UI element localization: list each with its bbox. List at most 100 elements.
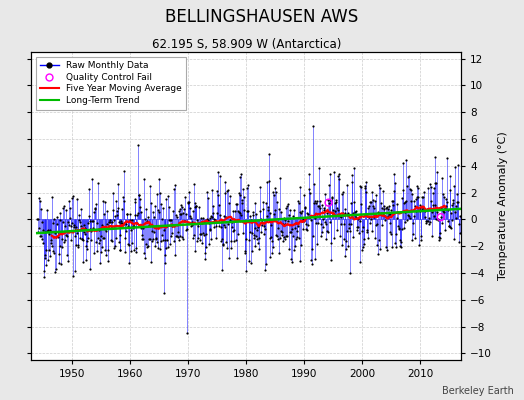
Point <box>214 168 222 175</box>
Point <box>429 202 437 208</box>
Point <box>315 165 323 171</box>
Point <box>316 205 324 211</box>
Point <box>59 204 68 211</box>
Point <box>204 220 213 226</box>
Point <box>412 194 421 200</box>
Point <box>353 226 361 233</box>
Point <box>218 267 226 273</box>
Point <box>271 207 279 213</box>
Point <box>156 190 164 196</box>
Point <box>176 233 184 239</box>
Point <box>397 238 405 245</box>
Point <box>92 200 101 207</box>
Point <box>185 189 193 195</box>
Point <box>166 241 174 247</box>
Point <box>140 250 148 256</box>
Point <box>298 218 306 224</box>
Point <box>420 207 428 213</box>
Point <box>349 234 357 241</box>
Point <box>230 226 238 233</box>
Point <box>228 228 237 234</box>
Point <box>81 225 89 232</box>
Point <box>208 214 216 220</box>
Point <box>118 206 126 212</box>
Point <box>213 188 222 194</box>
Point <box>190 248 199 255</box>
Point <box>236 210 244 217</box>
Point <box>156 246 165 252</box>
Point <box>244 182 253 188</box>
Point <box>267 233 276 240</box>
Point <box>180 218 189 224</box>
Point <box>169 186 178 192</box>
Point <box>373 242 381 249</box>
Point <box>405 173 413 180</box>
Point <box>130 212 139 218</box>
Point <box>112 235 121 242</box>
Point <box>67 237 75 244</box>
Point <box>403 212 412 218</box>
Point <box>38 236 46 242</box>
Point <box>425 215 433 222</box>
Point <box>402 198 411 205</box>
Point <box>165 204 173 210</box>
Point <box>396 243 404 249</box>
Point <box>286 207 294 214</box>
Point <box>90 208 99 215</box>
Point <box>233 254 241 261</box>
Point <box>339 210 347 216</box>
Point <box>302 226 311 233</box>
Point <box>204 217 212 223</box>
Point <box>279 234 288 240</box>
Point <box>86 226 94 232</box>
Point <box>363 226 372 233</box>
Point <box>206 215 215 222</box>
Point <box>88 218 96 224</box>
Point <box>134 210 142 217</box>
Point <box>90 250 98 256</box>
Point <box>342 238 350 245</box>
Point <box>112 198 120 205</box>
Point <box>429 190 437 196</box>
Point <box>172 212 180 219</box>
Point <box>425 219 434 225</box>
Point <box>328 194 336 200</box>
Point <box>77 206 85 212</box>
Point <box>406 186 414 192</box>
Point <box>332 197 340 203</box>
Point <box>366 199 374 205</box>
Point <box>161 237 169 243</box>
Point <box>310 215 319 222</box>
Point <box>376 246 384 252</box>
Point <box>414 194 422 200</box>
Point <box>293 228 301 234</box>
Point <box>445 224 454 230</box>
Point <box>233 207 242 214</box>
Point <box>416 204 424 211</box>
Point <box>371 198 379 204</box>
Point <box>97 249 105 256</box>
Point <box>192 203 201 210</box>
Point <box>245 258 254 264</box>
Point <box>239 186 247 192</box>
Point <box>246 217 255 224</box>
Point <box>328 195 336 201</box>
Point <box>446 173 455 179</box>
Point <box>120 198 128 204</box>
Point <box>385 220 394 226</box>
Point <box>177 211 185 218</box>
Point <box>453 199 461 205</box>
Point <box>188 222 196 228</box>
Point <box>354 230 363 236</box>
Point <box>103 208 112 214</box>
Point <box>292 234 301 240</box>
Point <box>289 207 298 213</box>
Point <box>95 227 103 234</box>
Point <box>416 202 424 208</box>
Point <box>447 202 456 208</box>
Point <box>394 209 402 216</box>
Point <box>270 192 278 198</box>
Point <box>202 230 210 237</box>
Point <box>454 221 463 228</box>
Point <box>444 223 453 229</box>
